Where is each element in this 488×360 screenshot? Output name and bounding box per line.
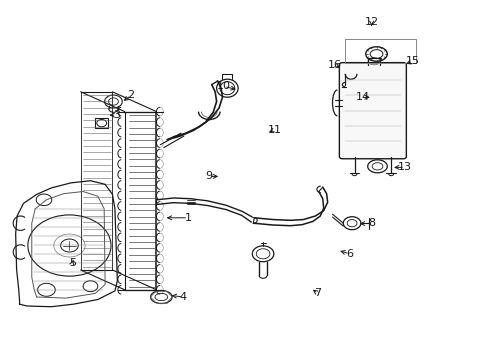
Text: 2: 2 <box>127 90 134 100</box>
Text: 16: 16 <box>327 60 341 70</box>
Text: 4: 4 <box>180 292 186 302</box>
Text: 9: 9 <box>205 171 212 181</box>
Text: 7: 7 <box>314 288 321 298</box>
Text: 8: 8 <box>367 218 374 228</box>
Text: 6: 6 <box>346 249 352 259</box>
Text: 12: 12 <box>364 17 378 27</box>
Text: 11: 11 <box>267 125 281 135</box>
Text: 3: 3 <box>113 110 120 120</box>
Text: 5: 5 <box>69 258 76 268</box>
Text: 1: 1 <box>184 213 191 223</box>
Bar <box>95 118 108 128</box>
Text: 10: 10 <box>217 81 230 91</box>
Text: 15: 15 <box>406 56 419 66</box>
FancyBboxPatch shape <box>339 63 406 159</box>
Text: 13: 13 <box>397 162 411 172</box>
Text: 14: 14 <box>355 92 369 102</box>
